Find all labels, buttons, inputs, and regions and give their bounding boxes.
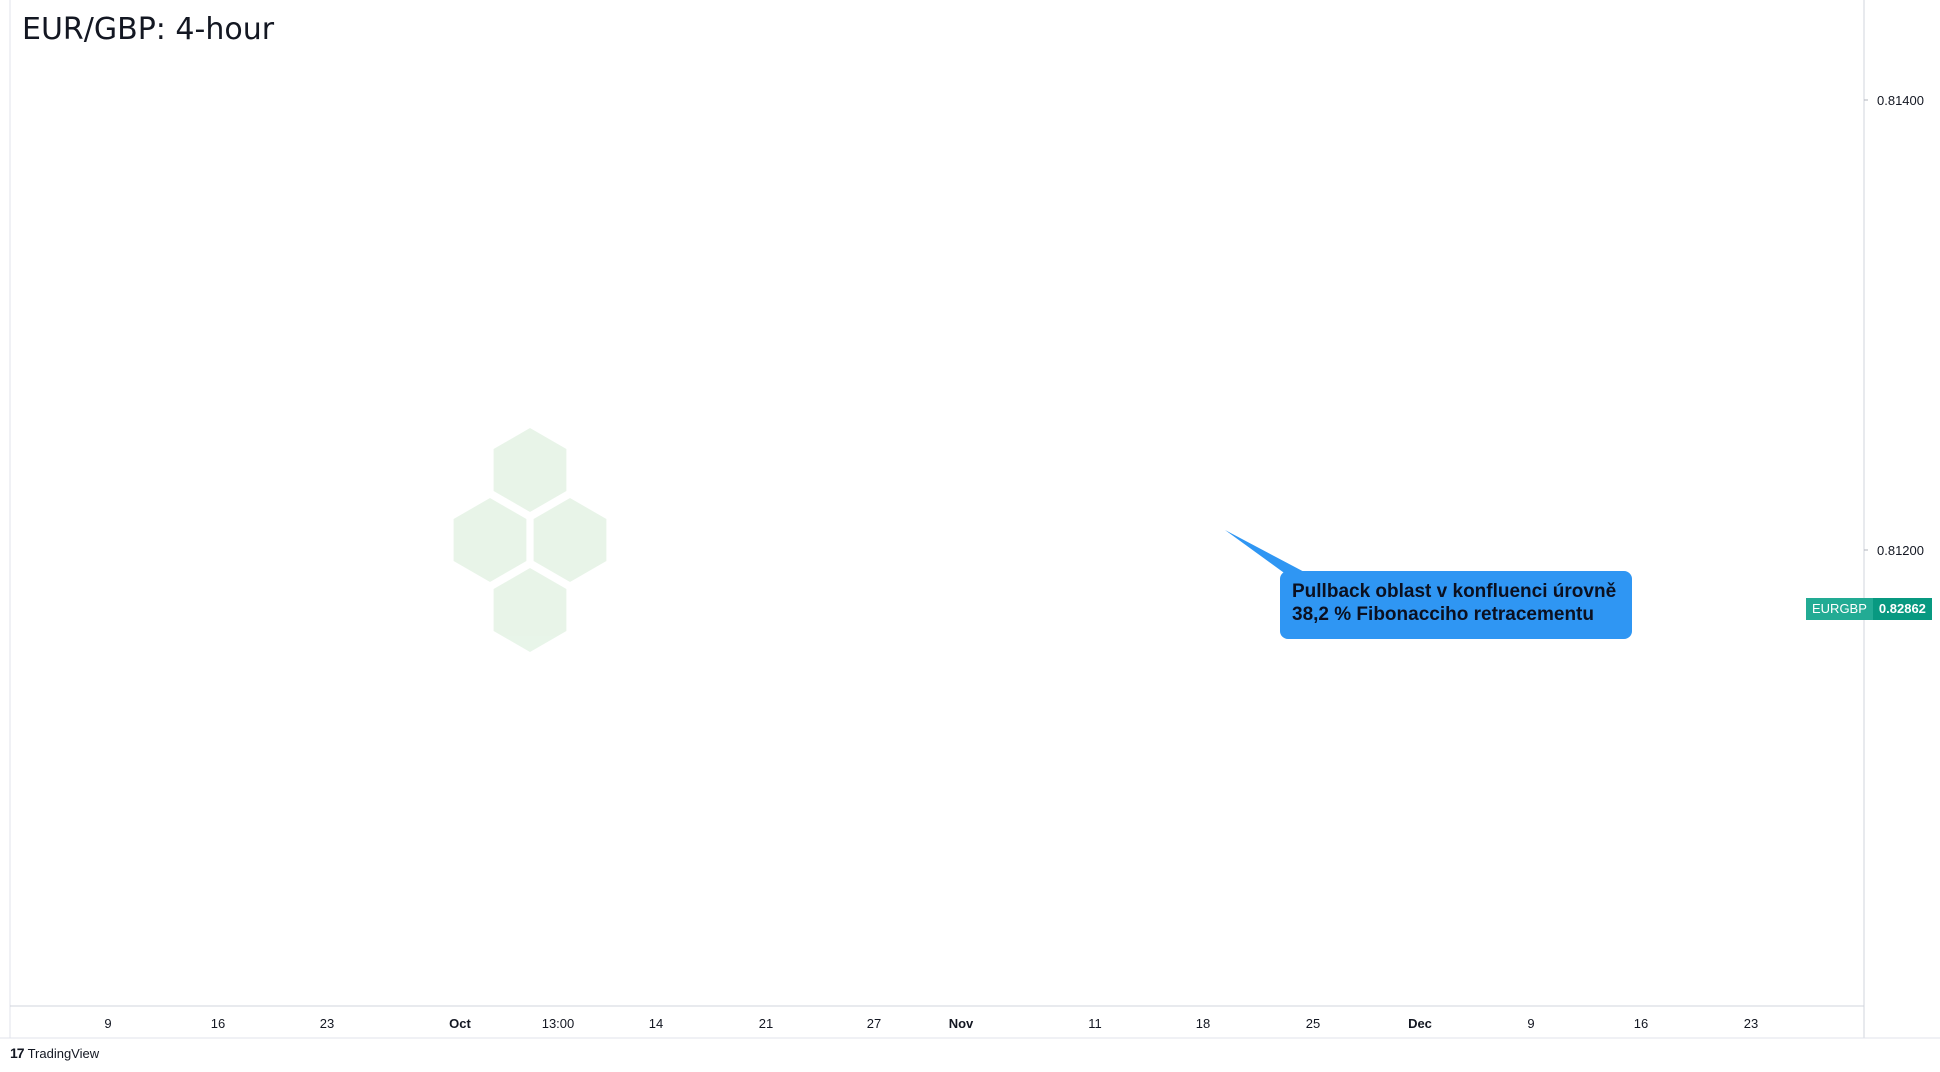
time-axis-label: Dec <box>1408 1016 1432 1031</box>
time-axis-label: Oct <box>449 1016 471 1031</box>
chart-title: EUR/GBP: 4-hour <box>22 12 275 47</box>
price-tag-symbol: EURGBP <box>1806 598 1873 620</box>
watermark-hex <box>493 428 567 512</box>
tradingview-logo-icon: 17 <box>10 1045 25 1061</box>
brand-label: TradingView <box>27 1045 100 1061</box>
time-axis-label: 16 <box>1634 1016 1648 1031</box>
time-axis-label: Nov <box>949 1016 974 1031</box>
annotation-line-1: Pullback oblast v konfluenci úrovně <box>1292 581 1617 602</box>
time-axis-label: 14 <box>649 1016 663 1031</box>
time-axis-label: 23 <box>320 1016 334 1031</box>
price-tag-value: 0.82862 <box>1872 598 1932 620</box>
annotation-line-2: 38,2 % Fibonacciho retracementu <box>1292 604 1594 625</box>
price-axis-label: 0.81200 <box>1877 543 1924 558</box>
watermark-hex <box>533 498 607 582</box>
price-axis-label: 0.81400 <box>1877 93 1924 108</box>
time-axis-label: 25 <box>1306 1016 1320 1031</box>
time-axis-label: 18 <box>1196 1016 1210 1031</box>
last-price-tag: EURGBP 0.82862 <box>1806 598 1932 620</box>
watermark-hex <box>493 568 567 652</box>
time-axis-label: 16 <box>211 1016 225 1031</box>
watermark-hex <box>453 498 527 582</box>
time-axis-label: 23 <box>1744 1016 1758 1031</box>
annotation-callout[interactable]: Pullback oblast v konfluenci úrovně 38,2… <box>1280 571 1632 639</box>
time-axis-label: 9 <box>1527 1016 1534 1031</box>
time-axis-label: 11 <box>1088 1016 1102 1031</box>
time-axis-label: 21 <box>759 1016 773 1031</box>
tradingview-brand[interactable]: 17 TradingView <box>10 1045 99 1061</box>
time-axis-label: 13:00 <box>542 1016 575 1031</box>
callout-arrow <box>1225 530 1310 575</box>
time-axis-label: 9 <box>104 1016 111 1031</box>
watermark-logo <box>453 428 607 652</box>
time-axis-label: 27 <box>867 1016 881 1031</box>
